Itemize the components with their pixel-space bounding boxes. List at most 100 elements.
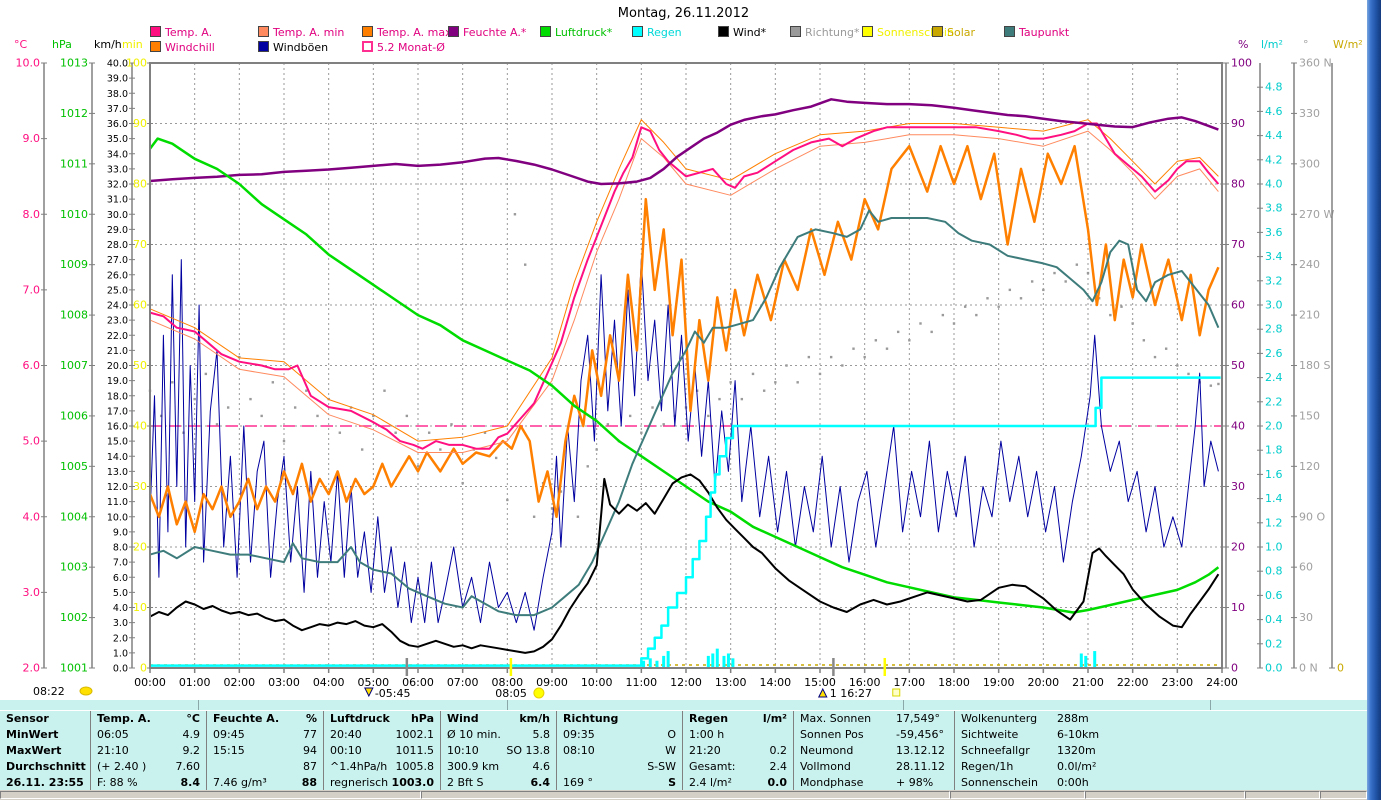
series-regen_rate-bar — [642, 660, 646, 668]
info-cell: Max. Sonnen 17,549° — [793, 711, 954, 727]
info-cell: Regen/1h 0.0l/m² — [954, 758, 1367, 775]
axis-label-°C: 7.0 — [23, 283, 41, 296]
axis-label-km/h: 14.0 — [107, 452, 128, 463]
axis-label-hPa: 1002 — [60, 611, 88, 624]
x-axis-label: 21:00 — [1072, 676, 1104, 689]
series-regen_rate-bar — [1093, 651, 1097, 668]
axis-label-km/h: 35.0 — [107, 134, 128, 145]
series-richtung-dot — [751, 372, 755, 376]
axis-label-l/m²: 4.6 — [1265, 105, 1283, 118]
axis-label-hPa: 1001 — [60, 662, 88, 675]
value-cell: 10:10 SO 13.8 — [440, 742, 556, 759]
series-regen_rate-bar — [662, 655, 666, 668]
axis-label-hPa: 1010 — [60, 208, 88, 221]
weather-chart[interactable]: 10.0 9.0 8.0 7.0 6.0 5.0 4.0 3.0 2.0 °C 1013 1012 10… — [0, 0, 1381, 708]
group-header: Temp. A. °C — [90, 711, 206, 727]
series-richtung-dot — [550, 507, 554, 510]
x-axis-label: 05:00 — [357, 676, 389, 689]
series-richtung-dot — [461, 481, 464, 485]
axis-label-km/h: 38.0 — [107, 89, 128, 100]
series-temp — [149, 122, 1220, 450]
series-richtung-dot — [532, 515, 536, 518]
axis-label-%: 90 — [1231, 117, 1245, 130]
axis-label-%: 0 — [1231, 662, 1238, 675]
legend-item-solar[interactable]: Solar — [932, 26, 975, 39]
axis-label-%: 100 — [1231, 57, 1252, 70]
legend-item-temp-a-max[interactable]: Temp. A. max — [362, 26, 452, 39]
x-axis-label: 12:00 — [670, 676, 702, 689]
axis-label-km/h: 39.0 — [107, 74, 128, 85]
axis-label-min: 80 — [133, 178, 147, 191]
series-regen_rate-bar — [711, 653, 715, 668]
axis-label-min: 40 — [133, 420, 147, 433]
axis-label-km/h: 20.0 — [107, 361, 128, 372]
series-richtung-dot — [360, 448, 364, 451]
legend-item-windb-en[interactable]: Windböen — [258, 41, 329, 54]
series-richtung-dot — [1086, 271, 1090, 275]
legend-swatch — [932, 26, 943, 37]
strip-divider — [198, 700, 199, 710]
table-top-strip — [0, 700, 1367, 710]
axis-label-l/m²: 0.0 — [1265, 662, 1283, 675]
legend-item-richtung-[interactable]: Richtung* — [790, 26, 859, 39]
axis-label-km/h: 26.0 — [107, 270, 128, 281]
axis-label-km/h: 6.0 — [113, 573, 128, 584]
series-richtung-dot — [427, 431, 431, 434]
legend-item-feuchte-a-[interactable]: Feuchte A.* — [448, 26, 526, 39]
x-axis-label: 16:00 — [849, 676, 881, 689]
status-bar — [0, 790, 1367, 800]
axis-label-°C: 8.0 — [23, 208, 41, 221]
legend-item-taupunkt[interactable]: Taupunkt — [1004, 26, 1069, 39]
legend-item-regen[interactable]: Regen — [632, 26, 682, 39]
value-cell: regnerisch 1003.0 — [323, 774, 440, 790]
series-richtung-dot — [774, 381, 777, 384]
value-cell: F: 88 % 8.4 — [90, 774, 206, 790]
value-cell: 09:45 77 — [206, 726, 323, 743]
legend-item-temp-a-min[interactable]: Temp. A. min — [258, 26, 344, 39]
legend-label: Windböen — [273, 41, 329, 54]
series-richtung-dot — [260, 414, 263, 418]
axis-label-km/h: 18.0 — [107, 391, 128, 402]
legend-label: Wind* — [733, 26, 767, 39]
value-cell: 1:00 h — [682, 726, 793, 743]
value-cell: 169 ° S — [556, 774, 682, 790]
group-header: Feuchte A.% — [206, 711, 323, 727]
series-richtung-dot — [405, 414, 409, 418]
legend-swatch — [718, 26, 729, 37]
legend-swatch — [540, 26, 551, 37]
axis-label-°: 120 — [1299, 460, 1320, 473]
value-cell: 08:10 W — [556, 742, 682, 759]
series-regen_rate-bar — [726, 653, 730, 668]
legend-swatch — [790, 26, 801, 37]
value-cell: 09:35 O — [556, 726, 682, 743]
legend-swatch — [632, 26, 643, 37]
x-axis-label: 07:00 — [447, 676, 479, 689]
legend-item-temp-a-[interactable]: Temp. A. — [150, 26, 212, 39]
series-richtung-dot — [416, 465, 420, 468]
axis-label-km/h: 33.0 — [107, 164, 128, 175]
series-richtung-dot — [193, 397, 196, 401]
row-label-2: MaxWert — [6, 743, 62, 757]
series-richtung-dot — [249, 397, 252, 401]
axis-label-l/m²: 2.0 — [1265, 420, 1283, 433]
legend-item-5-2-monat-[interactable]: 5.2 Monat-Ø — [362, 41, 445, 54]
legend-item-luftdruck-[interactable]: Luftdruck* — [540, 26, 612, 39]
legend-item-windchill[interactable]: Windchill — [150, 41, 215, 54]
axis-label-hPa: 1012 — [60, 107, 88, 120]
axis-label-°C: 6.0 — [23, 359, 41, 372]
series-richtung-dot — [874, 339, 878, 342]
axis-label-min: 70 — [133, 238, 147, 251]
x-axis-label: 20:00 — [1027, 676, 1059, 689]
axis-label-km/h: 12.0 — [107, 482, 128, 493]
axis-label-km/h: 13.0 — [107, 467, 128, 478]
series-richtung-dot — [293, 406, 297, 409]
series-regen_rate-bar — [715, 648, 719, 668]
x-axis-label: 06:00 — [402, 676, 434, 689]
axis-label-l/m²: 0.8 — [1265, 565, 1283, 578]
info-cell: Sichtweite 6-10km — [954, 726, 1367, 743]
axis-label-hPa: 1007 — [60, 359, 88, 372]
legend-item-wind-[interactable]: Wind* — [718, 26, 767, 39]
series-richtung-dot — [1109, 313, 1112, 317]
value-cell: 21:10 9.2 — [90, 742, 206, 759]
group-header: Regen l/m² — [682, 711, 793, 727]
